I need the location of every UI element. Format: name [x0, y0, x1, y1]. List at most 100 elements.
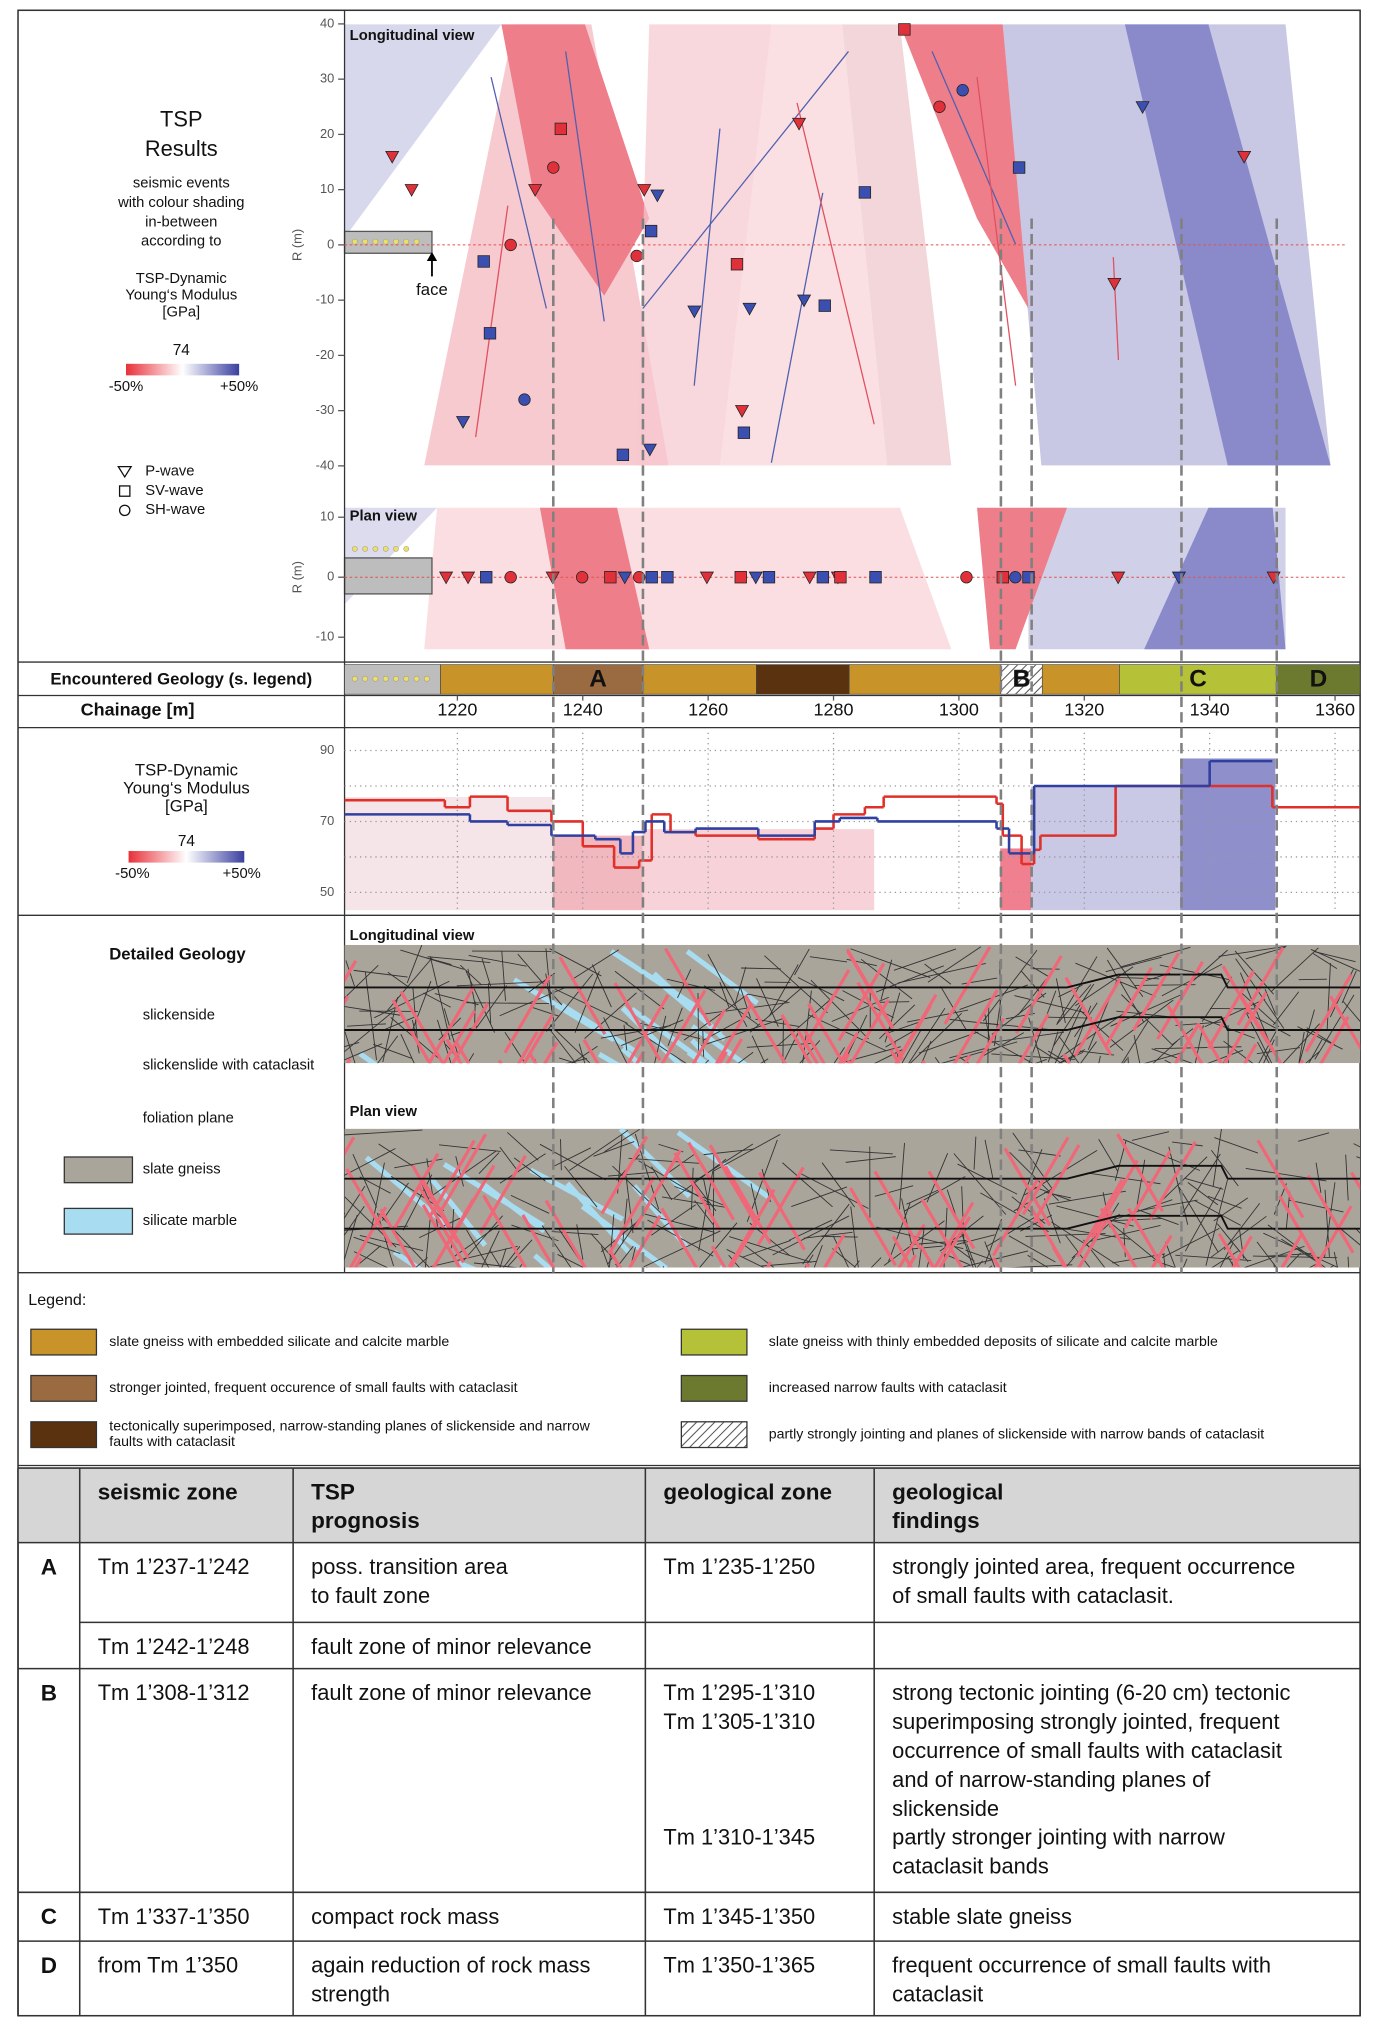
y-tick-label: 40 — [320, 15, 334, 30]
foliation — [308, 1213, 345, 1290]
x-tick-label: 1240 — [563, 700, 603, 720]
slickenside — [805, 1060, 850, 1137]
foliation — [879, 1002, 910, 1003]
foliation — [934, 1261, 982, 1321]
table-cell: to fault zone — [311, 1583, 430, 1608]
sv-wave-marker — [763, 571, 775, 583]
p-wave-marker — [405, 185, 418, 197]
legend-item-label: increased narrow faults with cataclasit — [769, 1379, 1007, 1395]
geology-segment — [440, 665, 553, 695]
y-tick-label: -10 — [316, 629, 335, 644]
sh-wave-marker — [961, 571, 973, 583]
modulus-panel-label: TSP-Dynamic — [135, 761, 238, 780]
foliation — [1087, 1059, 1127, 1110]
sh-wave-marker — [631, 250, 643, 262]
table-header: prognosis — [311, 1508, 420, 1533]
table-cell: poss. transition area — [311, 1554, 509, 1579]
geology-item-label: slickenslide with cataclasit — [143, 1058, 315, 1074]
colorbar-low: -50% — [109, 379, 143, 395]
longitudinal-shading — [345, 24, 1331, 465]
zone-cell: D — [41, 1953, 57, 1978]
sv-wave-marker — [646, 571, 658, 583]
marble-strip — [459, 1263, 561, 1306]
slickenside — [925, 1055, 970, 1132]
table-cell: Tm 1’235-1’250 — [663, 1554, 815, 1579]
modulus-panel-label: [GPa] — [165, 797, 208, 816]
face-dot — [414, 676, 419, 681]
table-cell: Tm 1’237-1’242 — [98, 1554, 250, 1579]
geology-texture — [287, 945, 1382, 1138]
slickenside — [529, 1052, 574, 1129]
foliation — [973, 1059, 1046, 1086]
foliation — [1348, 1257, 1353, 1336]
legend-swatch — [31, 1422, 97, 1448]
y-tick-label: 30 — [320, 71, 334, 86]
x-tick-label: 1340 — [1190, 700, 1230, 720]
table-cell: strong tectonic jointing (6-20 cm) tecto… — [892, 1680, 1290, 1705]
sv-wave-marker — [899, 24, 911, 36]
foliation — [1063, 1265, 1082, 1311]
table-cell: again reduction of rock mass — [311, 1953, 590, 1978]
table-header: geological zone — [663, 1480, 832, 1505]
table-header: seismic zone — [98, 1480, 238, 1505]
slickenside — [923, 1061, 968, 1138]
section-title: Detailed Geology — [109, 945, 246, 964]
foliation — [1303, 1265, 1334, 1286]
table-cell: Tm 1’345-1’350 — [663, 1904, 815, 1929]
table-cell: and of narrow-standing planes of — [892, 1767, 1211, 1792]
figure: face TSPResultsseismic eventswith colour… — [0, 0, 1382, 2026]
face-annotation: face — [416, 280, 448, 299]
geology-segment — [1042, 665, 1119, 695]
foliation — [694, 1059, 768, 1106]
y-tick-label: -30 — [316, 402, 335, 417]
slickenside — [726, 1262, 771, 1339]
colorbar-high: +50% — [223, 866, 261, 882]
y-tick-label: -20 — [316, 347, 335, 362]
y-tick-label: 10 — [320, 509, 334, 524]
sv-wave-marker — [617, 449, 629, 461]
slickenside — [1258, 1060, 1303, 1137]
sv-wave-marker — [870, 571, 882, 583]
colorbar — [129, 851, 245, 863]
panel-description: seismic events — [133, 176, 230, 192]
table-header: TSP — [311, 1480, 355, 1505]
panel-description: according to — [141, 234, 221, 250]
table-cell: Tm 1’310-1’345 — [663, 1825, 815, 1850]
legend-item-label: stronger jointed, frequent occurence of … — [109, 1379, 517, 1395]
sv-wave-marker — [484, 328, 496, 340]
geology-item-label: slate gneiss — [143, 1162, 221, 1178]
face-dot — [363, 676, 368, 681]
sv-wave-marker — [859, 187, 871, 199]
legend-swatch — [681, 1376, 747, 1402]
geology-segment — [756, 665, 849, 695]
geology-item-label: slickenside — [143, 1007, 215, 1023]
panel-title: TSP — [160, 107, 202, 132]
zone-label: C — [1189, 666, 1207, 693]
legend-item-label: tectonically superimposed, narrow-standi… — [109, 1418, 590, 1434]
legend-title: Legend: — [28, 1291, 86, 1309]
y-tick-label: 0 — [327, 569, 334, 584]
y-tick-label: 70 — [320, 813, 334, 828]
sv-wave-marker — [997, 571, 1009, 583]
sv-wave-marker — [605, 571, 617, 583]
table-header: geological — [892, 1480, 1003, 1505]
table-cell: from Tm 1’350 — [98, 1953, 238, 1978]
table-cell: superimposing strongly jointed, frequent — [892, 1709, 1279, 1734]
y-tick-label: -40 — [316, 457, 335, 472]
strip-title: Encountered Geology (s. legend) — [50, 669, 312, 688]
foliation — [521, 1059, 535, 1127]
marble-sample — [64, 1208, 132, 1234]
legend-item-label: slate gneiss with embedded silicate and … — [109, 1333, 449, 1349]
geology-texture — [308, 1129, 1382, 1353]
sv-wave-marker — [555, 123, 567, 135]
sv-wave-marker — [1013, 162, 1025, 174]
sv-wave-marker — [735, 571, 747, 583]
foliation — [936, 1266, 993, 1300]
sv-wave-marker — [478, 256, 490, 268]
table-cell: partly stronger jointing with narrow — [892, 1825, 1225, 1850]
sv-wave-marker — [817, 571, 829, 583]
colorbar-low: -50% — [115, 866, 149, 882]
sh-wave-marker — [505, 571, 517, 583]
slickenside — [1064, 1054, 1109, 1131]
slickenside — [316, 1258, 361, 1335]
